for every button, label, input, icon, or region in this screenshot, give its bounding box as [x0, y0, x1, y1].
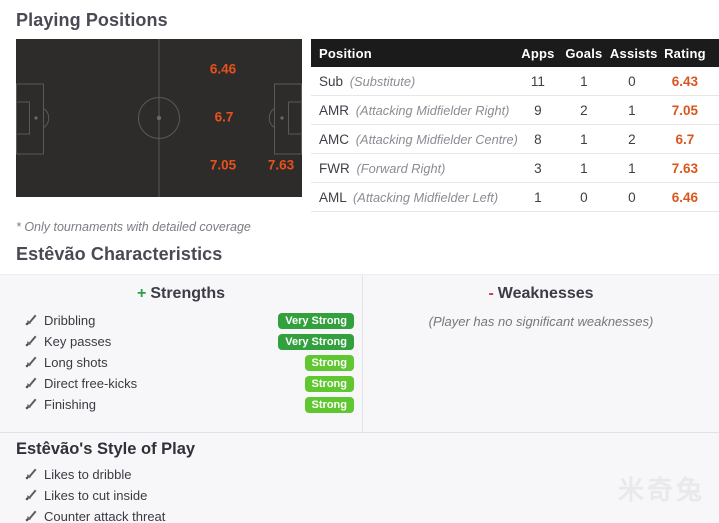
strengths-list: Dribbling Very Strong — [0, 310, 362, 415]
table-row: AMR (Attacking Midfielder Right) 9 2 1 7… — [311, 96, 719, 125]
strength-item: Direct free-kicks Strong — [24, 373, 354, 394]
characteristics-columns: + Strengths Dri — [0, 275, 719, 432]
rating-value: 7.63 — [671, 160, 699, 176]
plus-sign: + — [136, 285, 147, 302]
positions-table: Position Apps Goals Assists Rating Sub (… — [311, 39, 719, 212]
minus-sign: - — [488, 285, 494, 302]
sword-icon — [24, 398, 39, 412]
table-row: Sub (Substitute) 11 1 0 6.43 — [311, 67, 719, 96]
assists-value: 0 — [628, 189, 636, 205]
style-item: Likes to cut inside — [24, 485, 711, 506]
table-row: AML (Attacking Midfielder Left) 1 0 0 6.… — [311, 183, 719, 212]
position-description: (Attacking Midfielder Right) — [355, 102, 510, 118]
strength-item: Finishing Strong — [24, 394, 354, 415]
column-header-assists: Assists — [609, 45, 658, 61]
strengths-heading: + Strengths — [0, 285, 362, 303]
rating-value: 6.7 — [675, 131, 695, 147]
style-label: Counter attack threat — [44, 509, 166, 523]
no-weaknesses-note: (Player has no significant weaknesses) — [428, 314, 654, 329]
column-header-position: Position — [319, 45, 372, 61]
goals-value: 1 — [580, 73, 588, 89]
style-of-play-title: Estêvão's Style of Play — [16, 440, 196, 458]
table-row: FWR (Forward Right) 3 1 1 7.63 — [311, 154, 719, 183]
strength-label: Finishing — [44, 397, 97, 412]
style-of-play-section: Estêvão's Style of Play Likes to dribble — [0, 432, 719, 523]
style-label: Likes to dribble — [44, 467, 132, 482]
goals-value: 1 — [580, 160, 588, 176]
strengths-heading-label: Strengths — [150, 285, 225, 302]
assists-value: 0 — [628, 73, 636, 89]
position-description: (Attacking Midfielder Left) — [353, 189, 499, 205]
playing-positions-section: 6.46 6.7 7.05 7.63 Position Apps Goals A… — [16, 39, 719, 212]
weaknesses-heading-label: Weaknesses — [497, 285, 594, 302]
position-rating: 7.05 — [209, 157, 237, 173]
strength-label: Long shots — [44, 355, 108, 370]
pitch-map: 6.46 6.7 7.05 7.63 — [16, 39, 302, 197]
style-label: Likes to cut inside — [44, 488, 148, 503]
position-code: Sub — [319, 73, 344, 89]
assists-value: 1 — [628, 160, 636, 176]
position-rating: 6.7 — [214, 109, 234, 125]
characteristics-panel: + Strengths Dri — [0, 274, 719, 523]
goals-value: 2 — [580, 102, 588, 118]
apps-value: 9 — [534, 102, 542, 118]
column-header-apps: Apps — [521, 45, 555, 61]
strength-label: Direct free-kicks — [44, 376, 138, 391]
strength-badge: Very Strong — [278, 333, 354, 350]
rating-value: 6.46 — [671, 189, 699, 205]
strength-badge: Strong — [304, 354, 354, 371]
goals-value: 1 — [580, 131, 588, 147]
position-rating: 6.46 — [209, 61, 237, 77]
rating-value: 7.05 — [671, 102, 699, 118]
position-code: AML — [319, 189, 347, 205]
strength-label: Key passes — [44, 334, 112, 349]
sword-icon — [24, 489, 39, 503]
apps-value: 8 — [534, 131, 542, 147]
strength-label: Dribbling — [44, 313, 96, 328]
position-description: (Substitute) — [349, 73, 416, 89]
playing-positions-title: Playing Positions — [16, 10, 168, 30]
characteristics-title: Estêvão Characteristics — [16, 244, 223, 264]
column-header-rating: Rating — [664, 45, 706, 61]
position-rating: 7.63 — [267, 157, 295, 173]
positions-table-body: Sub (Substitute) 11 1 0 6.43 AMR (Attack… — [311, 67, 719, 212]
positions-table-header: Position Apps Goals Assists Rating — [311, 39, 719, 67]
weaknesses-column: - Weaknesses (Player has no significant w… — [363, 275, 719, 432]
sword-icon — [24, 510, 39, 523]
sword-icon — [24, 356, 39, 370]
sword-icon — [24, 377, 39, 391]
coverage-footnote: * Only tournaments with detailed coverag… — [16, 220, 251, 234]
style-of-play-list: Likes to dribble Likes to cut inside — [0, 464, 719, 523]
table-row: AMC (Attacking Midfielder Centre) 8 1 2 … — [311, 125, 719, 154]
position-code: FWR — [319, 160, 350, 176]
assists-value: 2 — [628, 131, 636, 147]
column-header-goals: Goals — [565, 45, 603, 61]
apps-value: 1 — [534, 189, 542, 205]
rating-value: 6.43 — [671, 73, 699, 89]
apps-value: 11 — [530, 73, 545, 89]
style-item: Counter attack threat — [24, 506, 711, 523]
sword-icon — [24, 314, 39, 328]
sword-icon — [24, 335, 39, 349]
style-item: Likes to dribble — [24, 464, 711, 485]
weaknesses-heading: - Weaknesses — [363, 285, 719, 303]
sword-icon — [24, 468, 39, 482]
strengths-column: + Strengths Dri — [0, 275, 363, 432]
assists-value: 1 — [628, 102, 636, 118]
position-code: AMR — [319, 102, 349, 118]
position-code: AMC — [319, 131, 349, 147]
goals-value: 0 — [580, 189, 588, 205]
position-description: (Attacking Midfielder Centre) — [355, 131, 518, 147]
pitch-graphic — [16, 39, 302, 197]
apps-value: 3 — [534, 160, 542, 176]
strength-badge: Strong — [304, 375, 354, 392]
strength-item: Key passes Very Strong — [24, 331, 354, 352]
strength-badge: Strong — [304, 396, 354, 413]
position-description: (Forward Right) — [356, 160, 446, 176]
strength-item: Dribbling Very Strong — [24, 310, 354, 331]
strength-item: Long shots Strong — [24, 352, 354, 373]
strength-badge: Very Strong — [278, 312, 354, 329]
